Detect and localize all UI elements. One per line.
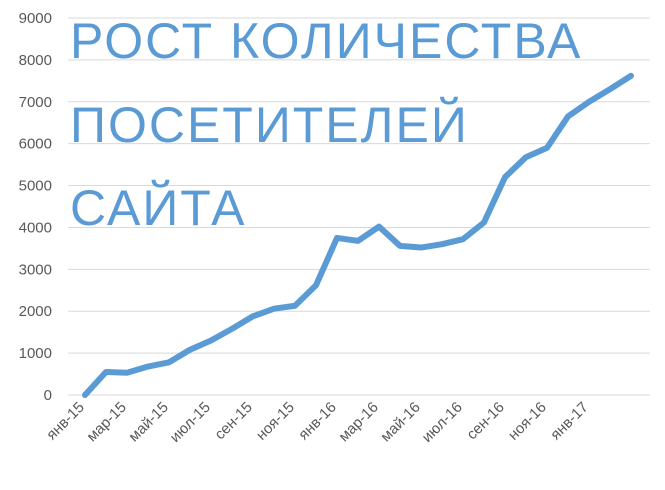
y-tick-label: 3000 <box>19 261 52 278</box>
y-tick-label: 2000 <box>19 303 52 320</box>
y-tick-label: 1000 <box>19 345 52 362</box>
x-tick-label: ноя-15 <box>253 399 298 444</box>
x-tick-label: май-16 <box>377 399 423 445</box>
x-tick-label: янв-17 <box>547 399 592 444</box>
x-tick-label: ноя-16 <box>505 399 550 444</box>
y-tick-label: 7000 <box>19 94 52 111</box>
y-tick-label: 0 <box>44 387 52 404</box>
x-tick-label: мар-15 <box>83 399 129 445</box>
x-tick-label: май-15 <box>125 399 171 445</box>
y-tick-label: 9000 <box>19 10 52 27</box>
line <box>82 72 634 398</box>
x-tick-label: сен-16 <box>463 399 507 443</box>
y-tick-label: 8000 <box>19 52 52 69</box>
chart-title: САЙТА <box>70 179 247 236</box>
x-tick-label: сен-15 <box>211 399 255 443</box>
x-tick-label: июл-15 <box>167 399 214 446</box>
y-tick-label: 6000 <box>19 136 52 153</box>
x-tick-label: июл-16 <box>419 399 466 446</box>
x-tick-label: янв-15 <box>43 399 88 444</box>
y-tick-label: 4000 <box>19 219 52 236</box>
y-tick-label: 5000 <box>19 178 52 195</box>
x-tick-label: янв-16 <box>295 399 340 444</box>
chart-title: ПОСЕТИТЕЛЕЙ <box>70 96 469 153</box>
chart-title: РОСТ КОЛИЧЕСТВА <box>70 13 582 69</box>
x-tick-label: мар-16 <box>335 399 381 445</box>
